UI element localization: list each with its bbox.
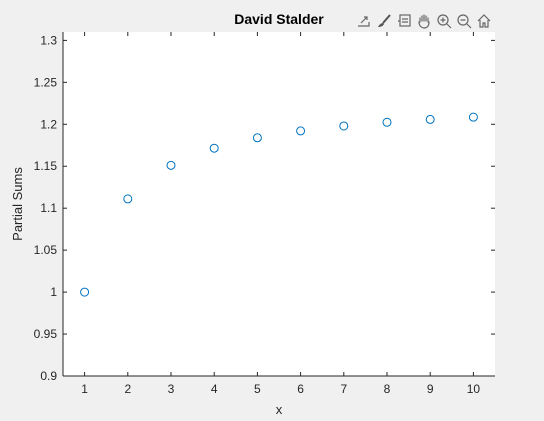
data-point xyxy=(252,133,262,143)
x-tick-label: 2 xyxy=(124,382,131,396)
data-point xyxy=(209,143,219,153)
data-point xyxy=(123,194,133,204)
x-tick-label: 4 xyxy=(211,382,218,396)
x-axis-label: x xyxy=(276,402,283,417)
y-tick-label: 1.3 xyxy=(40,33,57,47)
x-tick-label: 8 xyxy=(384,382,391,396)
y-tick-label: 0.9 xyxy=(40,369,57,383)
export-icon[interactable] xyxy=(355,11,373,31)
x-tick-label: 6 xyxy=(297,382,304,396)
pan-hand-icon[interactable] xyxy=(415,11,433,31)
data-point xyxy=(382,117,392,127)
y-tick-label: 1.1 xyxy=(40,201,57,215)
y-tick-label: 1.2 xyxy=(40,117,57,131)
data-point xyxy=(468,112,478,122)
data-point xyxy=(296,126,306,136)
x-tick-label: 5 xyxy=(254,382,261,396)
data-point xyxy=(425,114,435,124)
data-point xyxy=(80,287,90,297)
data-point xyxy=(166,160,176,170)
zoom-out-icon[interactable] xyxy=(455,11,473,31)
x-tick-label: 7 xyxy=(340,382,347,396)
x-tick-label: 10 xyxy=(467,382,481,396)
chart-title: David Stalder xyxy=(234,11,324,27)
axes-toolbar xyxy=(355,10,493,32)
y-tick-label: 1.25 xyxy=(34,75,58,89)
x-tick-label: 9 xyxy=(427,382,434,396)
y-axis-label: Partial Sums xyxy=(10,167,25,241)
y-tick-label: 0.95 xyxy=(34,327,58,341)
brush-icon[interactable] xyxy=(375,11,393,31)
x-tick-label: 3 xyxy=(168,382,175,396)
data-point xyxy=(339,121,349,131)
x-tick-label: 1 xyxy=(81,382,88,396)
zoom-in-icon[interactable] xyxy=(435,11,453,31)
y-tick-label: 1 xyxy=(50,285,57,299)
home-icon[interactable] xyxy=(475,11,493,31)
axes-background xyxy=(63,32,495,376)
datatip-icon[interactable] xyxy=(395,11,413,31)
y-tick-label: 1.15 xyxy=(34,159,58,173)
y-tick-label: 1.05 xyxy=(34,243,58,257)
